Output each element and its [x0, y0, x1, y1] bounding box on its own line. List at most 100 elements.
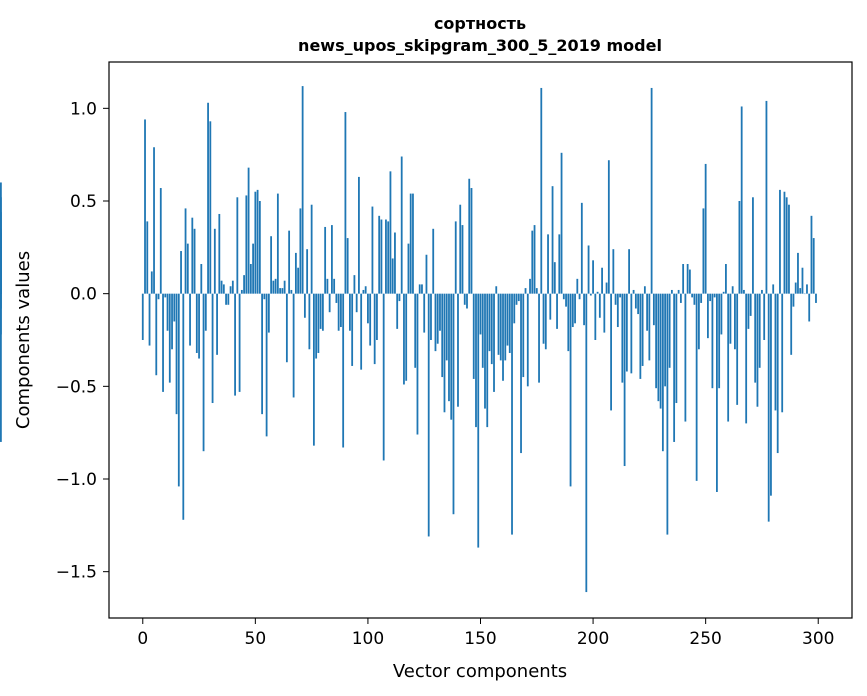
- bar-251: [707, 293, 709, 339]
- bar-287: [788, 204, 790, 294]
- bar-261: [729, 293, 732, 344]
- bar-162: [506, 293, 509, 346]
- bar-286: [785, 197, 788, 294]
- bar-218: [632, 289, 635, 294]
- bar-280: [772, 284, 775, 294]
- bar-34: [218, 213, 221, 294]
- bar-200: [592, 260, 594, 294]
- bar-102: [371, 206, 374, 294]
- bar-272: [754, 293, 757, 383]
- bar-32: [213, 228, 216, 294]
- bar-79: [319, 293, 322, 329]
- bar-228: [655, 293, 658, 389]
- bar-283: [779, 189, 781, 294]
- bar-124: [421, 284, 423, 294]
- bar-64: [285, 293, 288, 363]
- bar-9: [162, 293, 164, 392]
- bar-233: [666, 293, 669, 535]
- bar-281: [774, 293, 777, 411]
- bar-166: [515, 293, 518, 305]
- bar-186: [560, 152, 563, 294]
- bar-199: [589, 293, 592, 296]
- bar-53: [261, 293, 263, 415]
- bar-282: [776, 293, 779, 454]
- bar-169: [522, 293, 525, 378]
- bar-172: [529, 278, 531, 294]
- bar-47: [247, 167, 250, 294]
- bar-189: [567, 293, 570, 352]
- bar-68: [294, 252, 297, 294]
- bar-263: [734, 293, 736, 350]
- y-tick-label: 1.0: [70, 99, 97, 119]
- bar-227: [652, 293, 655, 326]
- bar-231: [661, 293, 664, 452]
- bar-55: [265, 293, 268, 437]
- bar-12: [168, 293, 171, 383]
- bar-182: [551, 186, 554, 294]
- bar-196: [583, 293, 585, 326]
- bar-129: [432, 228, 435, 294]
- bar-289: [792, 293, 795, 307]
- bar-76: [312, 293, 315, 446]
- bar-183: [553, 262, 556, 294]
- x-axis-label: Vector components: [393, 661, 567, 682]
- bar-148: [475, 293, 477, 428]
- bar-269: [747, 293, 750, 329]
- bar-16: [177, 293, 180, 487]
- x-tick-label: 150: [464, 629, 496, 649]
- bar-204: [601, 267, 603, 294]
- bar-71: [301, 86, 304, 294]
- bar-235: [670, 289, 673, 294]
- bar-153: [486, 293, 489, 428]
- bar-152: [484, 293, 486, 409]
- bar-21: [189, 293, 191, 346]
- bar-188: [565, 293, 567, 307]
- bar-90: [344, 112, 347, 294]
- bar-60: [276, 193, 279, 294]
- bar-3: [148, 293, 151, 346]
- bar-72: [303, 293, 306, 318]
- bar-91: [346, 238, 349, 294]
- bar-67: [292, 293, 295, 398]
- bar-65: [288, 230, 291, 294]
- bar-24: [195, 293, 198, 353]
- bar-191: [571, 293, 574, 328]
- bar-94: [353, 275, 356, 294]
- bar-277: [765, 100, 768, 294]
- bar-177: [540, 87, 543, 294]
- bar-226: [650, 87, 653, 294]
- bar-46: [245, 195, 248, 294]
- bar-75: [310, 204, 313, 294]
- bar-201: [594, 293, 597, 340]
- bar-170: [524, 288, 527, 294]
- bar-37: [225, 293, 227, 305]
- bar-104: [376, 293, 378, 340]
- bars-group: [0, 86, 817, 593]
- bar-123: [418, 284, 421, 294]
- bar-110: [389, 171, 392, 294]
- bar-11: [166, 293, 169, 331]
- bar-108: [385, 219, 387, 294]
- bar-202: [596, 291, 599, 294]
- bar-167: [517, 293, 520, 302]
- bar-197: [585, 293, 588, 593]
- bar-176: [538, 293, 540, 383]
- bar-178: [542, 293, 545, 344]
- bar-20: [186, 243, 189, 294]
- bar-209: [612, 249, 615, 294]
- bar-95: [355, 293, 358, 313]
- bar-239: [679, 293, 682, 303]
- bar-157: [495, 286, 498, 294]
- bar-77: [315, 293, 318, 359]
- bar-220: [637, 293, 640, 315]
- bar-30: [209, 121, 212, 294]
- bar-213: [621, 293, 624, 383]
- bar-undefined: [0, 289, 2, 294]
- chart-title-line-1: сортность: [434, 14, 526, 33]
- x-tick-label: 0: [137, 629, 148, 649]
- bar-266: [740, 106, 743, 294]
- bar-267: [743, 289, 745, 294]
- bar-29: [207, 102, 209, 294]
- bar-278: [767, 293, 770, 522]
- bar-150: [479, 293, 482, 335]
